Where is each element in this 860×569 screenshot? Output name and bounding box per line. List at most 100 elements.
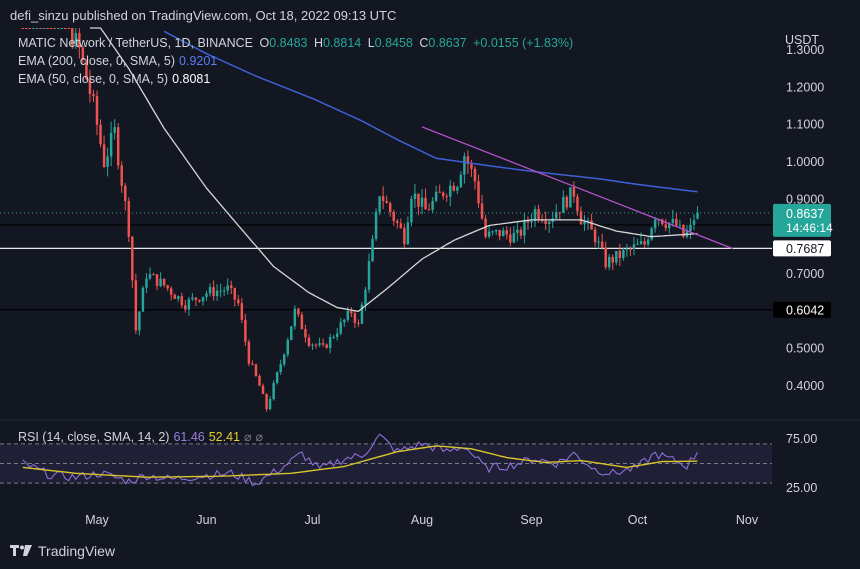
candle-body [109, 132, 113, 157]
candle-body [187, 299, 191, 310]
candle-body [452, 185, 456, 191]
ema200-line [163, 30, 698, 193]
symbol-legend: MATIC Network / TetherUS, 1D, BINANCE O0… [18, 36, 573, 50]
candle-body [593, 229, 597, 243]
candle-body [25, 28, 28, 29]
candle-body [434, 191, 438, 201]
candle-body [381, 196, 385, 201]
candle-body [184, 305, 187, 310]
candle-body [502, 230, 505, 237]
candle-body [293, 308, 297, 327]
rsi-value: 61.46 [173, 430, 205, 444]
candle-body [438, 191, 441, 193]
candle-body [611, 256, 614, 263]
candle-body [339, 322, 342, 334]
candle-body [198, 299, 201, 302]
candle-body [629, 248, 632, 250]
candle-body [487, 231, 491, 237]
candle-body [152, 274, 155, 276]
x-tick-label: Nov [736, 513, 759, 527]
candle-body [42, 28, 46, 29]
ema200-legend: EMA (200, close, 0, SMA, 5) 0.9201 [18, 54, 218, 68]
candle-body [311, 344, 314, 346]
candle-body [516, 229, 519, 233]
candle-body [21, 28, 25, 29]
candle-body [124, 185, 127, 202]
candle-body [410, 198, 413, 223]
candle-body [533, 209, 537, 222]
candle-body [562, 196, 565, 213]
candle-body [604, 247, 607, 268]
tradingview-logo-icon [10, 545, 32, 557]
candle-body [353, 313, 357, 323]
candle-body [297, 308, 300, 315]
ohlc-values: O0.8483 H0.8814 L0.8458 C0.8637 +0.0155 … [259, 36, 574, 50]
candle-body [85, 60, 88, 80]
rsi-sma-line [22, 445, 698, 478]
candle-body [622, 249, 625, 258]
candle-body [480, 203, 484, 219]
candle-body [547, 221, 551, 225]
candle-body [237, 299, 240, 304]
candle-body [71, 28, 74, 46]
candle-body [314, 344, 318, 346]
candle-body [494, 229, 498, 232]
candle-body [290, 326, 293, 340]
candle-body [155, 274, 159, 287]
candle-body [636, 243, 639, 245]
ema50-line [89, 27, 698, 312]
candle-body [392, 212, 395, 222]
candle-body [244, 319, 247, 342]
candle-body [78, 33, 81, 48]
candle-body [275, 372, 279, 383]
candle-body [371, 238, 374, 262]
candle-body [396, 221, 399, 224]
candle-body [346, 310, 350, 320]
candle-body [413, 193, 417, 199]
candle-body [615, 250, 618, 263]
candle-body [321, 343, 325, 345]
candle-body [208, 287, 212, 294]
change-value: +0.0155 (+1.83%) [473, 36, 574, 50]
candle-body [335, 333, 339, 337]
indicator-lines [89, 27, 734, 312]
footer-brand: TradingView [10, 543, 115, 559]
candle-body [427, 209, 431, 211]
candle-body [60, 28, 63, 29]
candle-body [473, 168, 477, 182]
candle-body [364, 289, 367, 305]
candle-body [459, 174, 463, 187]
visibility-icon[interactable]: ⌀ [244, 430, 252, 444]
candle-body [74, 33, 78, 46]
candle-body [173, 294, 176, 299]
candle-body [56, 28, 60, 29]
rsi-tick-label: 25.00 [786, 481, 817, 495]
candle-body [102, 144, 106, 167]
candle-body [332, 336, 335, 338]
candle-body [212, 287, 215, 297]
candle-body [215, 290, 219, 297]
candle-body [505, 230, 509, 235]
candle-body [116, 127, 120, 166]
candle-body [678, 224, 682, 226]
candle-body [512, 232, 516, 243]
candle-body [498, 229, 501, 237]
candle-body [385, 200, 388, 204]
candle-body [449, 185, 452, 197]
candle-body [120, 165, 123, 186]
candle-body [420, 197, 424, 207]
candle-body [632, 244, 636, 249]
candle-body [254, 364, 258, 376]
candle-body [99, 124, 102, 145]
candle-body [258, 375, 261, 386]
y-tick-label: 0.9000 [786, 192, 824, 206]
candle-body [664, 224, 667, 229]
candle-body [424, 197, 427, 210]
candle-body [399, 223, 403, 228]
candle-body [205, 293, 208, 297]
candle-body [523, 219, 526, 236]
settings-icon[interactable]: ⌀ [255, 430, 264, 444]
candle-body [692, 220, 696, 225]
candle-body [194, 297, 198, 300]
candle-body [378, 196, 381, 212]
